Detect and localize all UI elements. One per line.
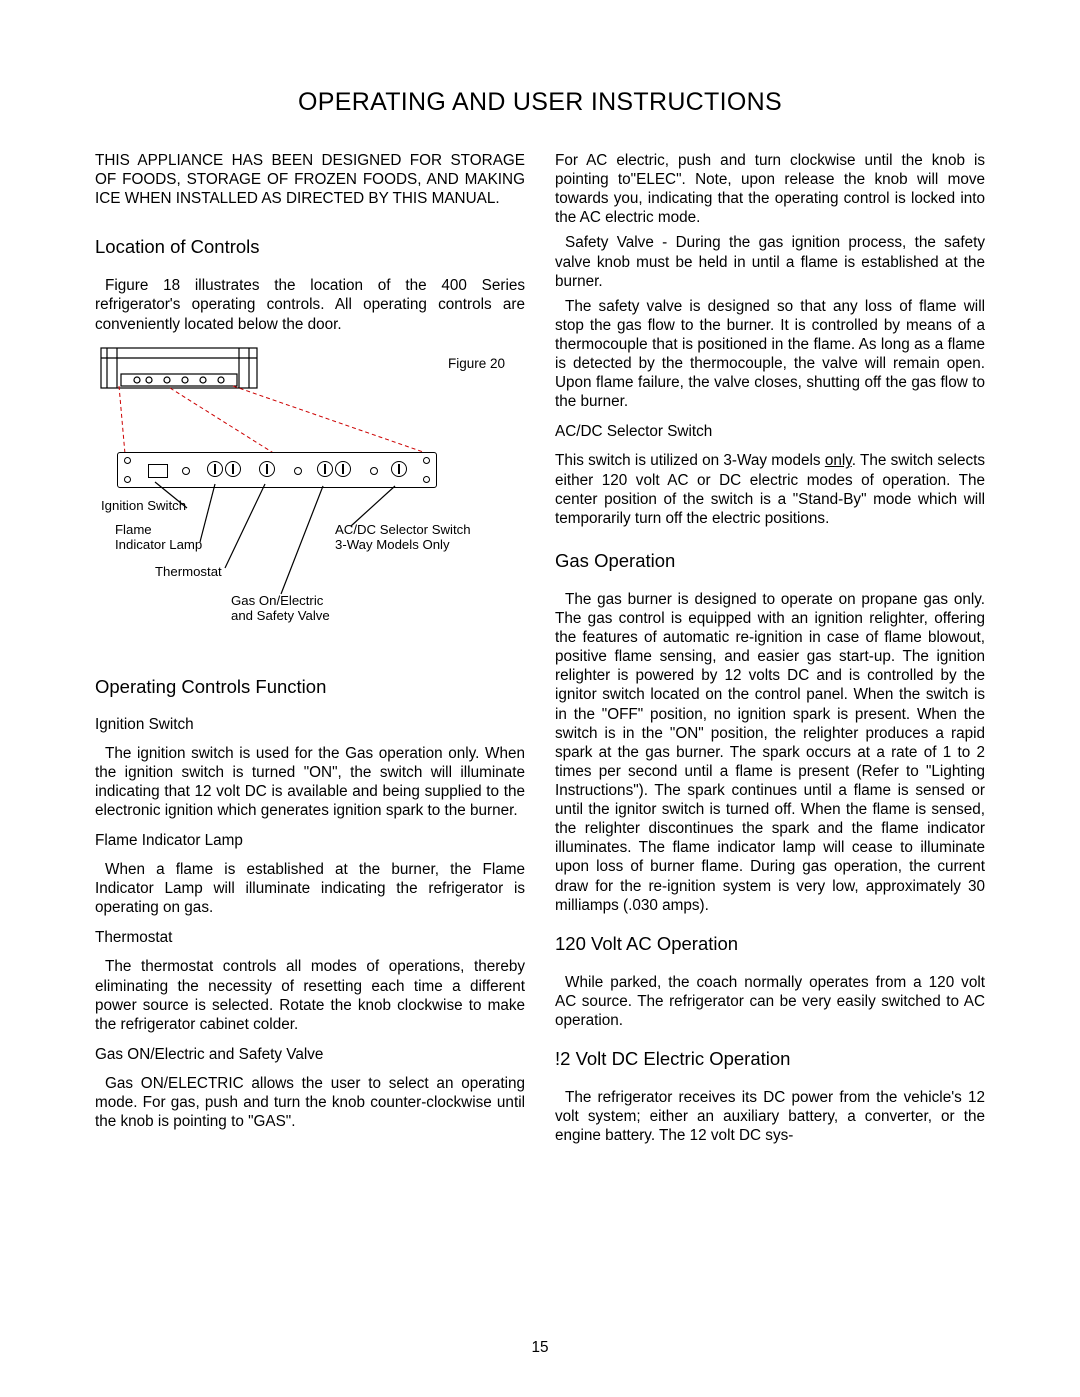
right-column: For AC electric, push and turn clockwise… [555, 151, 985, 1157]
120v-ac-heading: 120 Volt AC Operation [555, 933, 985, 955]
controls-figure: Figure 20 [95, 346, 525, 626]
page-number: 15 [0, 1339, 1080, 1357]
gas-operation-paragraph: The gas burner is designed to operate on… [555, 590, 985, 915]
safety-valve-paragraph-1: Safety Valve - During the gas ignition p… [555, 233, 985, 290]
120v-ac-paragraph: While parked, the coach normally operate… [555, 973, 985, 1030]
label-ignition-switch: Ignition Switch [101, 498, 186, 513]
location-of-controls-heading: Location of Controls [95, 236, 525, 258]
thermostat-subhead: Thermostat [95, 929, 525, 947]
12v-dc-paragraph: The refrigerator receives its DC power f… [555, 1088, 985, 1145]
location-paragraph: Figure 18 illustrates the location of th… [95, 276, 525, 333]
flame-indicator-subhead: Flame Indicator Lamp [95, 832, 525, 850]
gas-on-electric-paragraph: Gas ON/ELECTRIC allows the user to selec… [95, 1074, 525, 1131]
intro-paragraph: THIS APPLIANCE HAS BEEN DESIGNED FOR STO… [95, 151, 525, 208]
label-gas-on-electric-line2: and Safety Valve [231, 608, 330, 623]
acdc-text-a: This switch is utilized on 3-Way models [555, 452, 825, 469]
acdc-selector-paragraph: This switch is utilized on 3-Way models … [555, 451, 985, 527]
label-gas-on-electric-line1: Gas On/Electric [231, 593, 323, 608]
12v-dc-heading: !2 Volt DC Electric Operation [555, 1048, 985, 1070]
label-thermostat: Thermostat [155, 564, 222, 579]
label-flame-line1: Flame [115, 522, 152, 537]
operating-controls-function-heading: Operating Controls Function [95, 676, 525, 698]
ignition-switch-paragraph: The ignition switch is used for the Gas … [95, 744, 525, 820]
ignition-switch-subhead: Ignition Switch [95, 716, 525, 734]
label-lead-lines [95, 346, 525, 626]
acdc-underline-only: only [825, 452, 852, 469]
manual-page: OPERATING AND USER INSTRUCTIONS THIS APP… [0, 0, 1080, 1397]
left-column: THIS APPLIANCE HAS BEEN DESIGNED FOR STO… [95, 151, 525, 1157]
gas-on-electric-subhead: Gas ON/Electric and Safety Valve [95, 1046, 525, 1064]
page-title: OPERATING AND USER INSTRUCTIONS [95, 88, 985, 117]
acdc-selector-subhead: AC/DC Selector Switch [555, 423, 985, 441]
safety-valve-paragraph-2: The safety valve is designed so that any… [555, 297, 985, 412]
gas-operation-heading: Gas Operation [555, 550, 985, 572]
label-acdc-line2: 3-Way Models Only [335, 537, 450, 552]
label-acdc-line1: AC/DC Selector Switch [335, 522, 471, 537]
thermostat-paragraph: The thermostat controls all modes of ope… [95, 957, 525, 1033]
two-column-layout: THIS APPLIANCE HAS BEEN DESIGNED FOR STO… [95, 151, 985, 1157]
flame-indicator-paragraph: When a flame is established at the burne… [95, 860, 525, 917]
label-flame-line2: Indicator Lamp [115, 537, 202, 552]
ac-electric-paragraph: For AC electric, push and turn clockwise… [555, 151, 985, 227]
